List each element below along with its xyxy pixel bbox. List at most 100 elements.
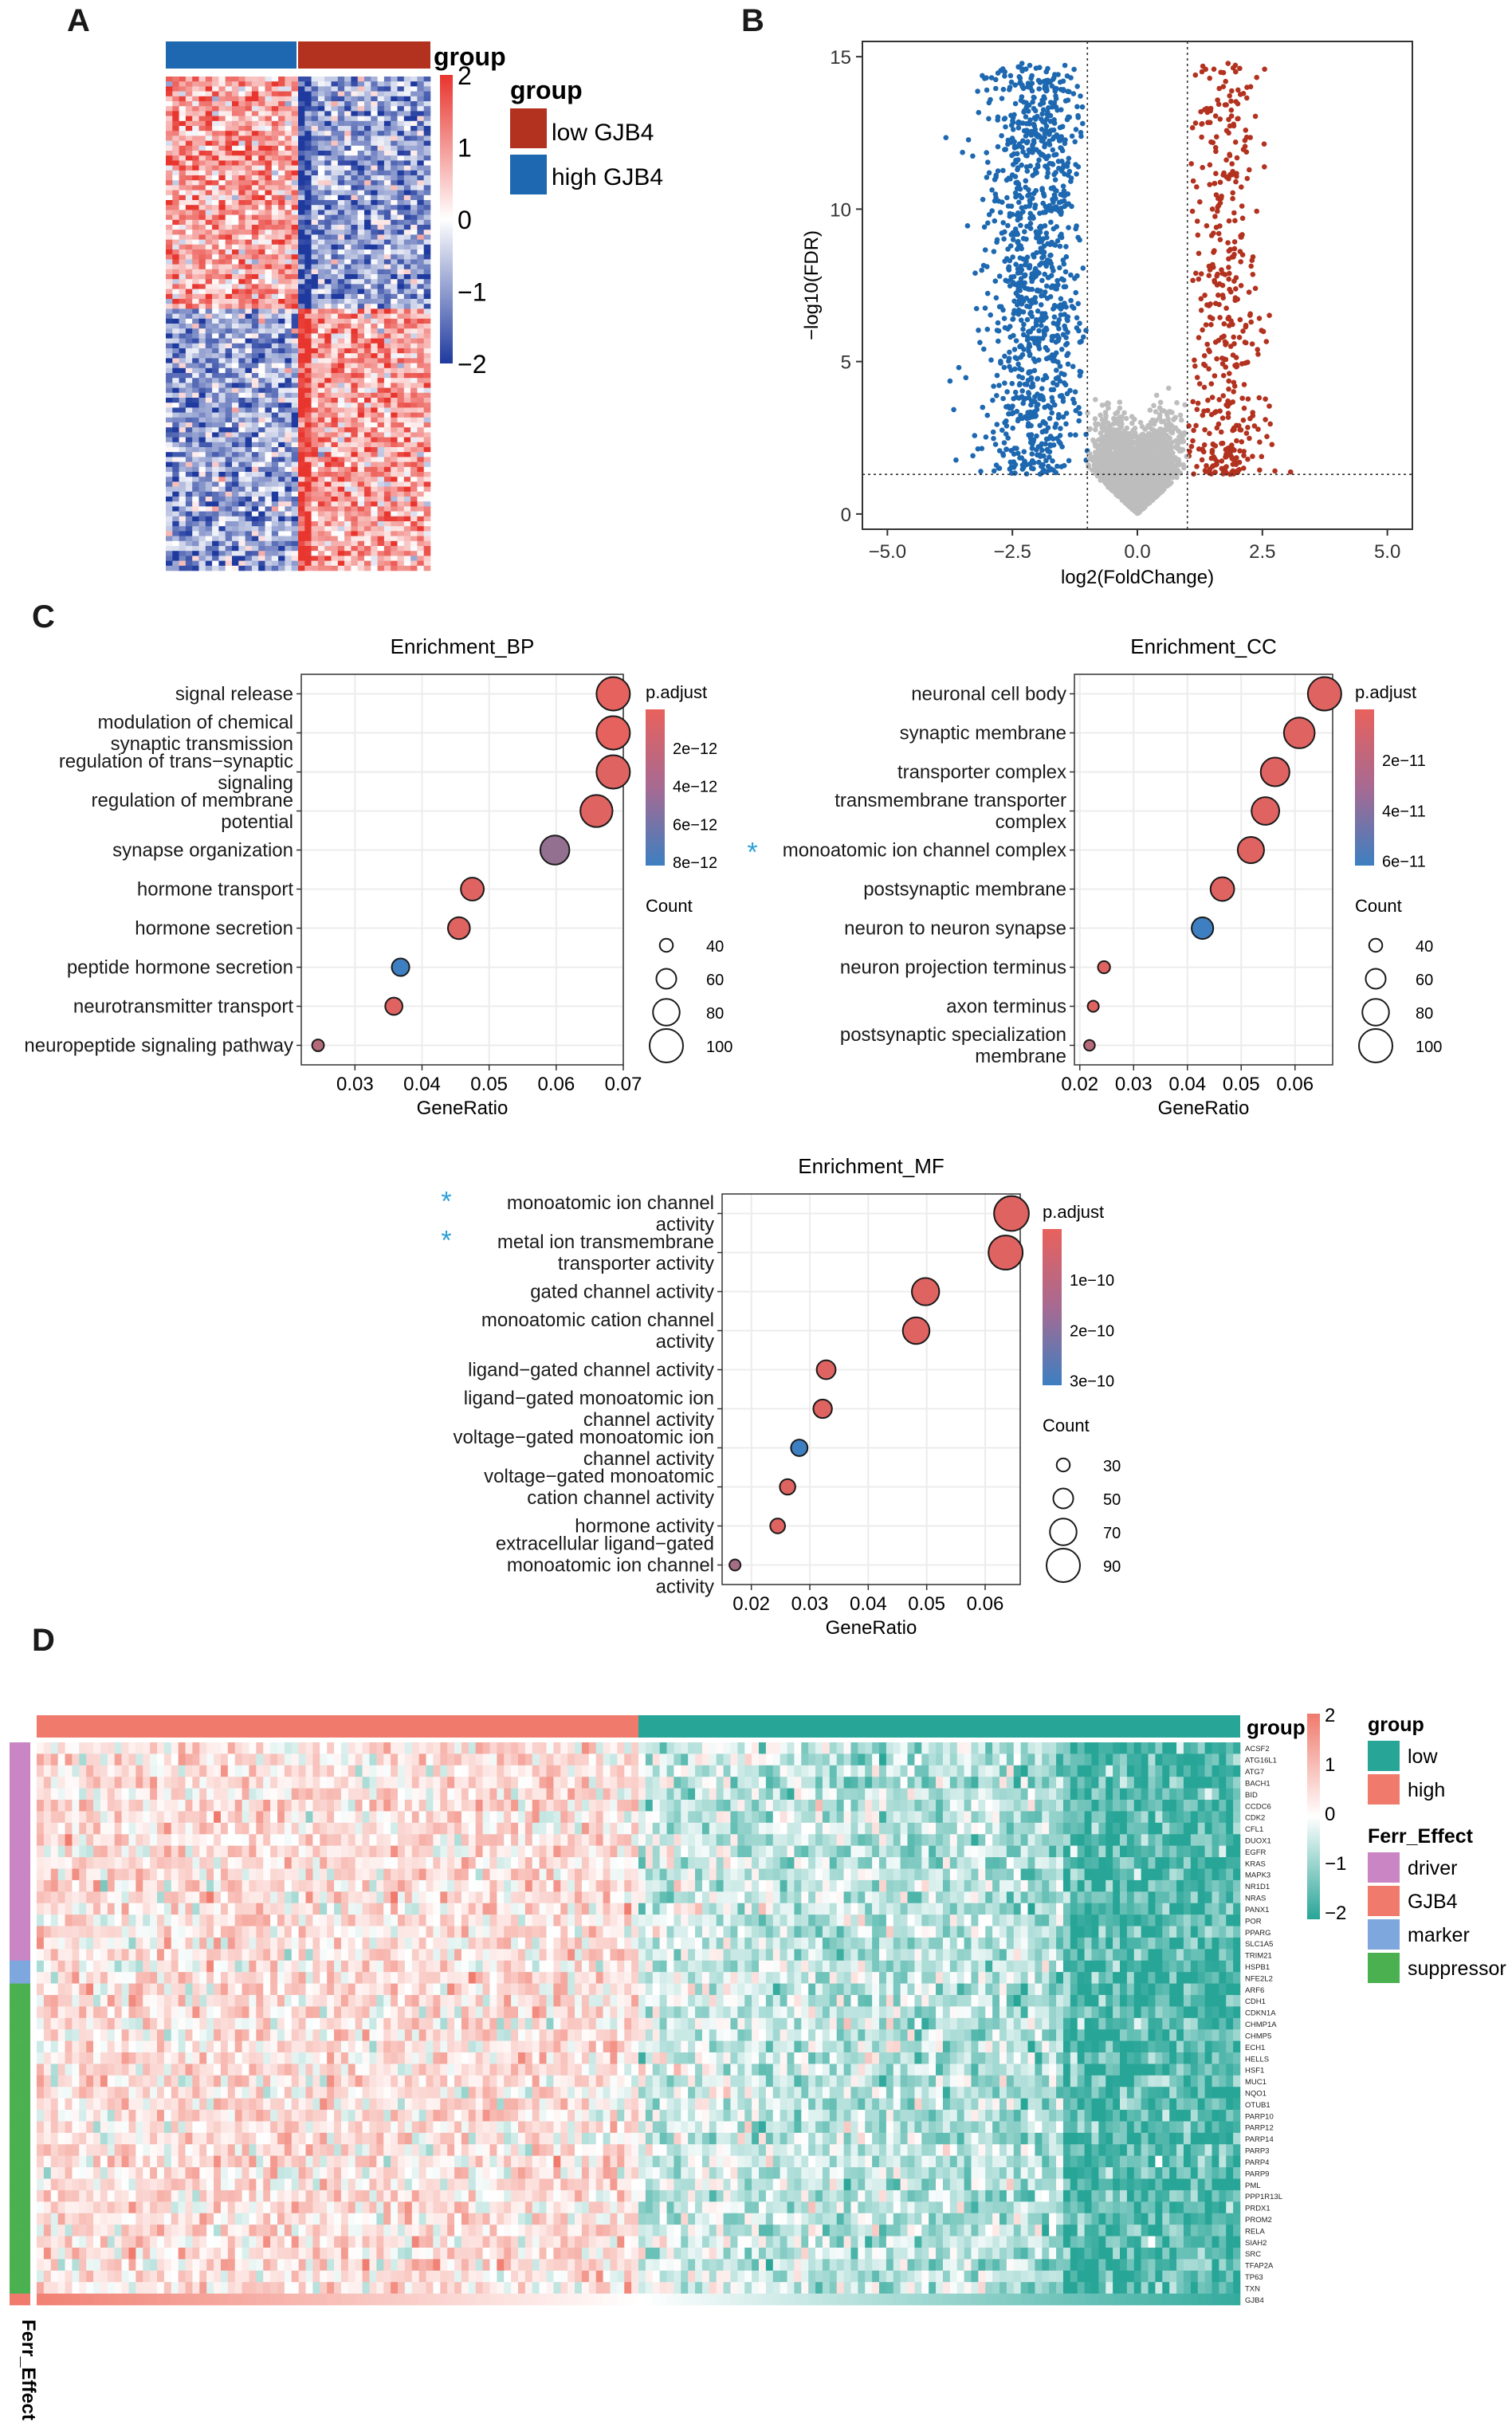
heatmap-cell [338, 324, 345, 329]
heatmap-cell [364, 319, 371, 324]
heatmap-cell [312, 190, 319, 196]
heatmap-cell [226, 289, 233, 295]
heatmap-cell [278, 180, 285, 186]
heatmap-cell [304, 403, 312, 408]
heatmap-cell [364, 146, 371, 151]
heatmap-cell [398, 146, 405, 151]
heatmap-cell [232, 333, 239, 339]
heatmap-cell [218, 314, 226, 320]
heatmap-cell [252, 234, 259, 240]
heatmap-cell [364, 190, 371, 196]
heatmap-cell [332, 388, 339, 394]
heatmap-cell [371, 225, 378, 230]
heatmap-cell [298, 289, 305, 295]
heatmap-cell [358, 240, 365, 245]
heatmap-cell [344, 383, 351, 388]
heatmap-cell [265, 413, 273, 418]
heatmap-cell [371, 155, 378, 161]
heatmap-cell [172, 92, 179, 97]
heatmap-cell [232, 155, 239, 161]
heatmap-cell [332, 344, 339, 349]
heatmap-cell [358, 388, 365, 394]
heatmap-cell [258, 101, 265, 107]
heatmap-cell [338, 265, 345, 270]
heatmap-cell [278, 368, 285, 374]
heatmap-cell [186, 135, 193, 141]
heatmap-cell [166, 368, 173, 374]
heatmap-cell [258, 373, 265, 379]
heatmap-cell [417, 289, 424, 295]
heatmap-cell [166, 388, 173, 394]
heatmap-cell [304, 86, 312, 92]
heatmap-cell [186, 200, 193, 206]
heatmap-cell [238, 378, 245, 383]
heatmap-cell [364, 398, 371, 403]
heatmap-cell [417, 299, 424, 304]
heatmap-cell [351, 348, 358, 354]
heatmap-cell [272, 299, 279, 304]
heatmap-cell [351, 358, 358, 363]
heatmap-cell [332, 274, 339, 280]
heatmap-cell [186, 284, 193, 289]
heatmap-cell [398, 240, 405, 245]
heatmap-cell [398, 308, 405, 314]
heatmap-cell [338, 234, 345, 240]
heatmap-cell [232, 121, 239, 127]
heatmap-cell [344, 319, 351, 324]
heatmap-cell [351, 344, 358, 349]
heatmap-cell [245, 363, 253, 369]
heatmap-cell [192, 240, 199, 245]
heatmap-cell [252, 413, 259, 418]
heatmap-cell [258, 245, 265, 250]
heatmap-cell [278, 403, 285, 408]
heatmap-cell [358, 304, 365, 309]
heatmap-cell [384, 220, 391, 226]
heatmap-cell [272, 210, 279, 215]
heatmap-cell [186, 116, 193, 122]
heatmap-cell [258, 378, 265, 383]
heatmap-cell [404, 195, 411, 201]
heatmap-cell [285, 210, 292, 215]
heatmap-cell [338, 319, 345, 324]
heatmap-cell [212, 135, 219, 141]
heatmap-cell [378, 205, 385, 210]
heatmap-cell [285, 240, 292, 245]
heatmap-cell [166, 373, 173, 379]
heatmap-cell [404, 151, 411, 156]
heatmap-cell [358, 308, 365, 314]
heatmap-cell [298, 160, 305, 166]
heatmap-cell [378, 126, 385, 132]
heatmap-cell [391, 111, 398, 116]
heatmap-cell [252, 333, 259, 339]
heatmap-cell [292, 398, 299, 403]
heatmap-cell [391, 116, 398, 122]
heatmap-cell [278, 294, 285, 300]
heatmap-cell [358, 234, 365, 240]
heatmap-cell [206, 403, 213, 408]
heatmap-cell [245, 304, 253, 309]
heatmap-cell [265, 121, 273, 127]
heatmap-cell [206, 111, 213, 116]
heatmap-cell [324, 166, 332, 171]
heatmap-cell [272, 314, 279, 320]
heatmap-cell [206, 413, 213, 418]
heatmap-cell [192, 195, 199, 201]
heatmap-cell [417, 363, 424, 369]
heatmap-cell [384, 200, 391, 206]
heatmap-cell [332, 314, 339, 320]
heatmap-cell [226, 403, 233, 408]
heatmap-cell [378, 155, 385, 161]
heatmap-cell [232, 106, 239, 112]
heatmap-cell [179, 175, 187, 181]
heatmap-cell [292, 413, 299, 418]
heatmap-cell [218, 185, 226, 190]
heatmap-cell [186, 92, 193, 97]
heatmap-cell [364, 348, 371, 354]
heatmap-cell [206, 398, 213, 403]
heatmap-cell [324, 240, 332, 245]
heatmap-cell [351, 126, 358, 132]
heatmap-cell [338, 388, 345, 394]
heatmap-cell [364, 155, 371, 161]
heatmap-cell [391, 175, 398, 181]
heatmap-cell [218, 135, 226, 141]
